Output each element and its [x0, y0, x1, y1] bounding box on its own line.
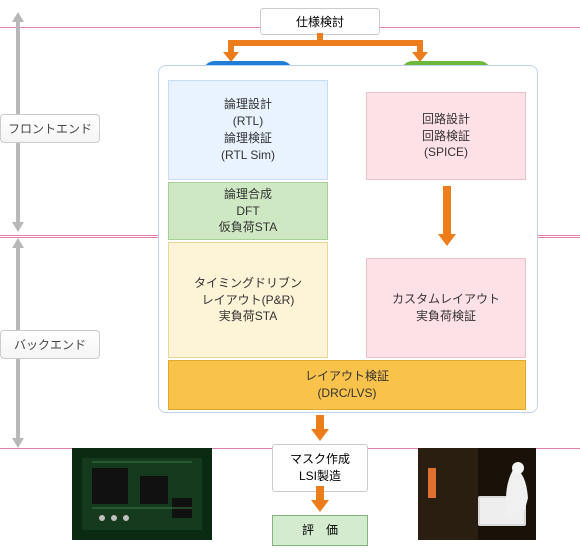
analog-circuit-design: 回路設計 回路検証 (SPICE): [366, 92, 526, 180]
digital-pr: タイミングドリブン レイアウト(P&R) 実負荷STA: [168, 242, 328, 358]
frontend-label: フロントエンド: [0, 114, 100, 143]
text: LSI製造: [299, 469, 341, 483]
text: (RTL Sim): [221, 147, 275, 164]
text: 実負荷検証: [416, 308, 476, 325]
digital-logic-design: 論理設計 (RTL) 論理検証 (RTL Sim): [168, 80, 328, 180]
text: レイアウト(P&R): [202, 292, 295, 309]
text: 仮負荷STA: [219, 219, 277, 236]
text: レイアウト検証: [305, 368, 389, 385]
text: (RTL): [233, 113, 263, 130]
analog-custom-layout: カスタムレイアウト 実負荷検証: [366, 258, 526, 358]
text: 論理合成: [224, 186, 272, 203]
eval-box: 評 価: [272, 515, 368, 546]
arrow-to-eval: [313, 486, 327, 512]
text: 論理設計: [224, 96, 272, 113]
text: 論理検証: [224, 130, 272, 147]
text: 回路設計: [422, 111, 470, 128]
text: 実負荷STA: [219, 308, 277, 325]
text: DFT: [236, 203, 259, 220]
analog-arrow-down: [440, 186, 454, 246]
spec-review-box: 仕様検討: [260, 8, 380, 35]
backend-label: バックエンド: [0, 330, 100, 359]
text: 回路検証: [422, 128, 470, 145]
text: (SPICE): [424, 144, 468, 161]
text: タイミングドリブン: [194, 275, 302, 292]
text: カスタムレイアウト: [392, 291, 500, 308]
lab-photo: [418, 448, 536, 540]
layout-verification: レイアウト検証 (DRC/LVS): [168, 360, 526, 410]
text: マスク作成: [290, 452, 350, 466]
arrow-to-mask: [313, 415, 327, 441]
mask-box: マスク作成 LSI製造: [272, 444, 368, 492]
text: (DRC/LVS): [317, 385, 376, 402]
pcb-photo: [72, 448, 212, 540]
digital-synthesis: 論理合成 DFT 仮負荷STA: [168, 182, 328, 240]
